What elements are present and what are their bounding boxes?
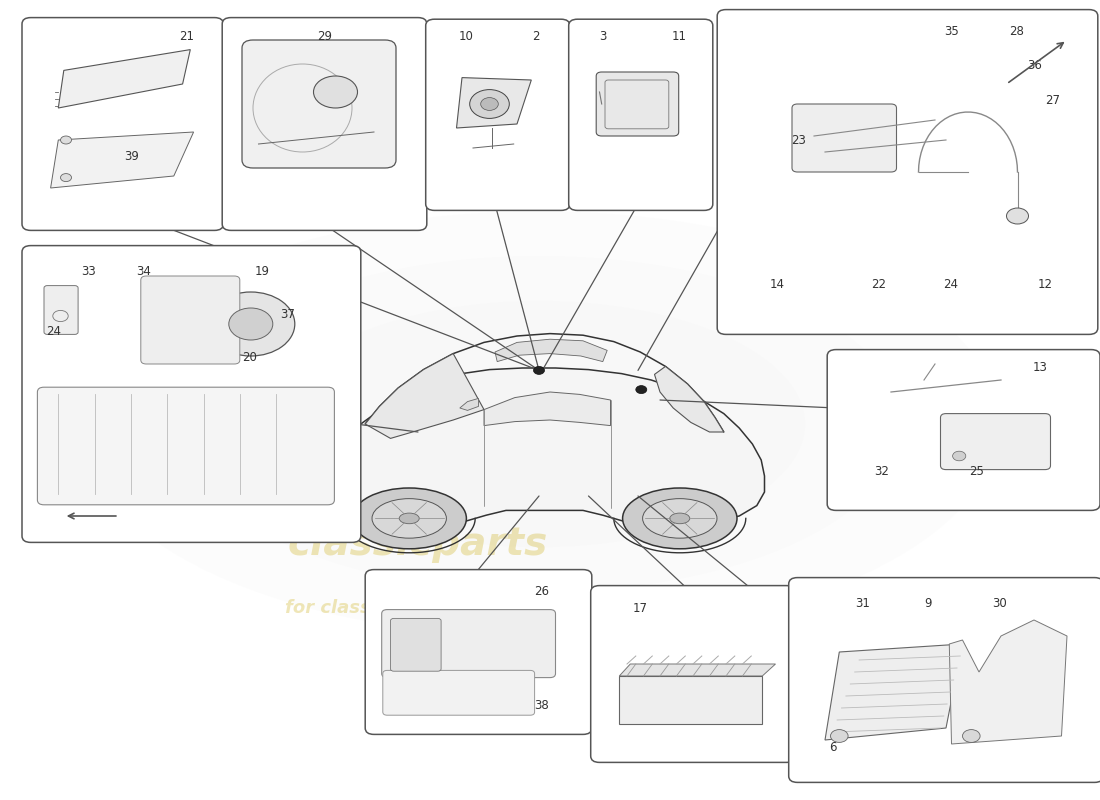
Ellipse shape xyxy=(623,488,737,549)
Polygon shape xyxy=(51,132,194,188)
FancyBboxPatch shape xyxy=(789,578,1100,782)
FancyBboxPatch shape xyxy=(365,570,592,734)
FancyBboxPatch shape xyxy=(383,670,535,715)
Polygon shape xyxy=(825,644,962,740)
FancyBboxPatch shape xyxy=(22,18,223,230)
Ellipse shape xyxy=(176,256,902,592)
Circle shape xyxy=(1006,208,1028,224)
Circle shape xyxy=(60,136,72,144)
Polygon shape xyxy=(58,50,190,108)
Ellipse shape xyxy=(372,498,447,538)
Circle shape xyxy=(534,366,544,374)
Ellipse shape xyxy=(399,513,419,524)
Polygon shape xyxy=(619,676,762,724)
Circle shape xyxy=(314,76,358,108)
Polygon shape xyxy=(365,354,484,438)
Polygon shape xyxy=(484,392,610,426)
Ellipse shape xyxy=(79,211,999,637)
FancyBboxPatch shape xyxy=(792,104,896,172)
Polygon shape xyxy=(949,620,1067,744)
Text: 2: 2 xyxy=(532,30,539,43)
Text: 29: 29 xyxy=(317,30,332,42)
Polygon shape xyxy=(460,398,478,410)
Text: 27: 27 xyxy=(1045,94,1060,106)
Circle shape xyxy=(60,174,72,182)
Text: 37: 37 xyxy=(280,308,295,321)
Text: 6: 6 xyxy=(829,741,837,754)
Text: 10: 10 xyxy=(459,30,474,43)
Text: 34: 34 xyxy=(135,266,151,278)
FancyBboxPatch shape xyxy=(382,610,556,678)
Circle shape xyxy=(953,451,966,461)
Text: 28: 28 xyxy=(1009,25,1024,38)
Text: 38: 38 xyxy=(534,698,549,712)
Text: 35: 35 xyxy=(944,25,958,38)
Polygon shape xyxy=(495,339,607,362)
Text: 24: 24 xyxy=(944,278,958,291)
Text: 21: 21 xyxy=(179,30,195,42)
Text: 25: 25 xyxy=(969,465,983,478)
Text: 19: 19 xyxy=(254,266,270,278)
FancyBboxPatch shape xyxy=(141,276,240,364)
Text: 13: 13 xyxy=(1033,362,1047,374)
Text: 12: 12 xyxy=(1038,278,1053,291)
Text: 3: 3 xyxy=(600,30,606,43)
Text: 22: 22 xyxy=(871,278,886,291)
Text: 24: 24 xyxy=(46,325,60,338)
Text: for classic cars since 1985: for classic cars since 1985 xyxy=(285,599,551,617)
Text: 30: 30 xyxy=(992,597,1007,610)
Circle shape xyxy=(481,98,498,110)
Text: 26: 26 xyxy=(534,585,549,598)
Text: 20: 20 xyxy=(242,350,256,363)
Ellipse shape xyxy=(670,513,690,524)
FancyBboxPatch shape xyxy=(591,586,795,762)
Circle shape xyxy=(470,90,509,118)
Text: 17: 17 xyxy=(634,602,648,615)
FancyBboxPatch shape xyxy=(326,486,339,493)
FancyBboxPatch shape xyxy=(37,387,334,505)
Circle shape xyxy=(830,730,848,742)
FancyBboxPatch shape xyxy=(44,286,78,334)
Text: 9: 9 xyxy=(924,597,932,610)
Circle shape xyxy=(636,386,647,394)
Text: 11: 11 xyxy=(671,30,686,43)
Text: 23: 23 xyxy=(791,134,806,147)
Ellipse shape xyxy=(352,488,466,549)
FancyBboxPatch shape xyxy=(596,72,679,136)
Circle shape xyxy=(962,730,980,742)
Text: 39: 39 xyxy=(124,150,140,162)
FancyBboxPatch shape xyxy=(242,40,396,168)
Circle shape xyxy=(207,292,295,356)
FancyBboxPatch shape xyxy=(426,19,570,210)
FancyBboxPatch shape xyxy=(827,350,1100,510)
FancyBboxPatch shape xyxy=(22,246,361,542)
Ellipse shape xyxy=(642,498,717,538)
Text: 14: 14 xyxy=(769,278,784,291)
FancyBboxPatch shape xyxy=(222,18,427,230)
FancyBboxPatch shape xyxy=(569,19,713,210)
FancyBboxPatch shape xyxy=(940,414,1050,470)
FancyBboxPatch shape xyxy=(390,618,441,671)
Text: 33: 33 xyxy=(81,266,96,278)
Text: classicparts: classicparts xyxy=(288,525,548,563)
Text: 32: 32 xyxy=(874,465,890,478)
Text: 31: 31 xyxy=(856,597,870,610)
Circle shape xyxy=(229,308,273,340)
FancyBboxPatch shape xyxy=(717,10,1098,334)
Polygon shape xyxy=(456,78,531,128)
Polygon shape xyxy=(324,368,764,524)
Polygon shape xyxy=(619,664,776,676)
Polygon shape xyxy=(654,366,724,432)
Text: 36: 36 xyxy=(1027,59,1042,73)
